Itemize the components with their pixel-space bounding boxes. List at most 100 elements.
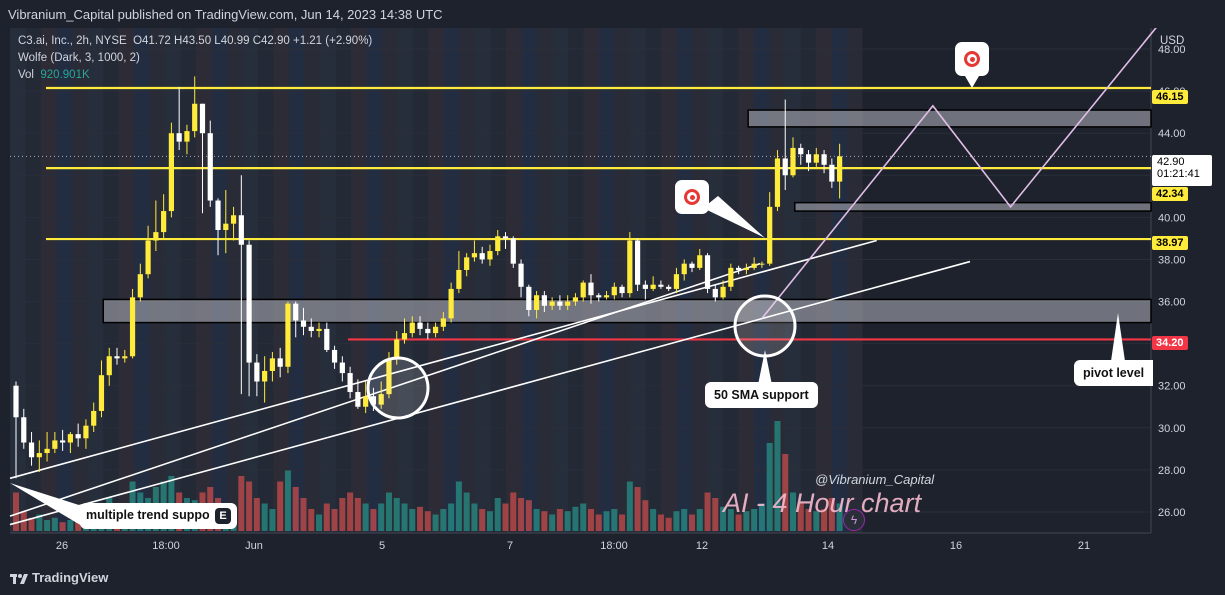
- session-stripe: [87, 28, 103, 533]
- candle-body: [588, 282, 594, 296]
- x-tick-label: 7: [507, 540, 513, 552]
- level-tag-39: 38.97: [1152, 236, 1188, 250]
- candle-body: [673, 274, 680, 289]
- volume-bar: [595, 514, 602, 531]
- volume-bar: [316, 514, 323, 531]
- volume-bar: [409, 509, 416, 531]
- legend-change: +1.21 (+2.90%): [292, 35, 373, 47]
- tradingview-brand[interactable]: TradingView: [10, 570, 108, 585]
- footer-bar: TradingView: [0, 561, 1225, 595]
- candle-body: [720, 286, 726, 298]
- candle-body: [541, 295, 547, 306]
- candle-body: [767, 206, 773, 264]
- candle-body: [596, 295, 602, 298]
- volume-bar: [696, 509, 703, 531]
- y-tick-label: 32.00: [1158, 381, 1186, 393]
- session-stripe: [72, 28, 88, 533]
- supply-demand-zone: [794, 201, 1152, 212]
- candle-body: [743, 267, 749, 270]
- volume-bar: [642, 500, 649, 531]
- candle-body: [837, 156, 843, 182]
- session-stripe: [41, 28, 57, 533]
- candle-body: [75, 434, 81, 439]
- candle-body: [207, 133, 213, 201]
- volume-bar: [797, 503, 804, 531]
- volume-bar: [821, 509, 828, 531]
- session-stripe: [459, 28, 475, 533]
- session-stripe: [599, 28, 615, 533]
- candle-body: [712, 288, 718, 298]
- volume-bar: [486, 511, 493, 531]
- volume-bar: [704, 492, 711, 531]
- candle-body: [378, 394, 384, 405]
- price-chart[interactable]: 48.0046.0044.0042.0040.0038.0036.0034.00…: [0, 28, 1225, 561]
- volume-bar: [401, 503, 408, 531]
- candle-body: [106, 356, 112, 376]
- candle-body: [829, 164, 835, 182]
- candle-body: [137, 274, 143, 298]
- candle-body: [161, 211, 167, 233]
- candle-body: [798, 147, 804, 155]
- volume-bar: [339, 498, 346, 531]
- level-tag-34: 34.20: [1152, 336, 1188, 350]
- volume-bar: [556, 509, 563, 531]
- volume-bar: [284, 470, 291, 531]
- volume-bar: [385, 492, 392, 531]
- trend-support-callout[interactable]: multiple trend suppo E: [80, 503, 238, 529]
- x-tick-label: 21: [1078, 540, 1090, 552]
- watermark-handle: @Vibranium_Capital: [815, 472, 935, 487]
- candle-body: [805, 154, 812, 163]
- candle-body: [681, 263, 687, 275]
- candle-body: [331, 349, 338, 363]
- volume-bar: [564, 511, 571, 531]
- volume-bar: [362, 503, 369, 531]
- session-stripe: [614, 28, 630, 533]
- target-callout-mid[interactable]: [675, 180, 709, 214]
- candle-body: [269, 358, 276, 371]
- target-callout-top[interactable]: [955, 42, 989, 76]
- volume-bar: [455, 481, 462, 531]
- volume-bar: [665, 517, 672, 531]
- legend-symbol: C3.ai, Inc., 2h, NYSE: [18, 35, 127, 47]
- session-stripe: [382, 28, 398, 533]
- session-stripe: [738, 28, 754, 533]
- session-stripe: [490, 28, 506, 533]
- candle-body: [324, 328, 330, 350]
- candle-body: [790, 147, 796, 176]
- volume-bar: [712, 498, 719, 531]
- candle-body: [603, 295, 610, 298]
- earnings-badge[interactable]: E: [215, 508, 232, 524]
- session-stripe: [428, 28, 444, 533]
- candle-body: [347, 373, 353, 393]
- session-stripe: [831, 28, 847, 533]
- volume-bar: [28, 517, 35, 531]
- candle-body: [448, 288, 454, 319]
- volume-bar: [463, 492, 470, 531]
- volume-bar: [525, 500, 532, 531]
- candle-body: [223, 223, 229, 230]
- session-stripe: [506, 28, 522, 533]
- legend-volume[interactable]: Vol 920.901K: [18, 69, 90, 81]
- pivot-callout-pointer: [1110, 313, 1126, 368]
- volume-bar: [323, 503, 330, 531]
- candle-body: [300, 320, 307, 327]
- volume-bar: [572, 506, 579, 531]
- candle-body: [650, 284, 656, 289]
- volume-bar: [238, 476, 245, 531]
- sma-support-callout[interactable]: 50 SMA support: [705, 382, 818, 408]
- lightning-icon[interactable]: ϟ: [843, 509, 865, 531]
- session-stripe: [816, 28, 832, 533]
- volume-bar: [246, 481, 253, 531]
- candle-body: [440, 318, 446, 327]
- publisher-bar: Vibranium_Capital published on TradingVi…: [0, 0, 1225, 28]
- candle-body: [518, 263, 524, 287]
- legend-indicator[interactable]: Wolfe (Dark, 3, 1000, 2): [18, 52, 140, 64]
- trend-support-text: multiple trend suppo: [86, 508, 210, 522]
- pivot-level-callout[interactable]: pivot level: [1074, 360, 1154, 386]
- supply-demand-zone: [747, 109, 1152, 128]
- session-stripe: [475, 28, 491, 533]
- candle-body: [168, 133, 174, 212]
- session-stripe: [304, 28, 320, 533]
- x-tick-label: 12: [696, 540, 708, 552]
- session-stripe: [568, 28, 584, 533]
